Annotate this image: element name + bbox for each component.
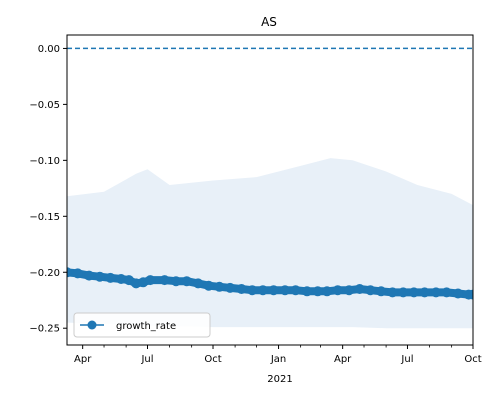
y-axis: 0.00 −0.05 −0.10 −0.15 −0.20 −0.25	[29, 44, 67, 335]
data-point-growth-rate	[116, 274, 127, 284]
data-point-growth-rate	[419, 287, 430, 298]
data-point-growth-rate	[145, 275, 156, 286]
y-tick-label: −0.20	[29, 268, 60, 279]
data-point-growth-rate	[105, 272, 116, 283]
data-point-growth-rate	[431, 287, 441, 298]
data-point-growth-rate	[257, 285, 268, 296]
data-point-growth-rate	[322, 286, 332, 297]
y-tick-label: 0.00	[38, 44, 60, 55]
legend-label-growth-rate: growth_rate	[116, 321, 176, 332]
data-point-growth-rate	[84, 270, 95, 281]
x-year-label: 2021	[267, 374, 292, 385]
data-point-growth-rate	[236, 284, 247, 294]
data-point-growth-rate	[376, 286, 387, 297]
data-point-growth-rate	[268, 285, 279, 296]
y-tick-label: −0.05	[29, 100, 60, 111]
x-tick-label: Jul	[140, 354, 153, 365]
data-point-growth-rate	[290, 285, 301, 296]
y-tick-label: −0.15	[29, 212, 60, 223]
data-point-growth-rate	[387, 287, 398, 298]
confidence-band	[67, 158, 473, 329]
x-tick-label: Apr	[74, 354, 92, 365]
legend: growth_rate	[73, 312, 211, 338]
data-point-growth-rate	[214, 281, 225, 292]
confidence-band-layer	[67, 158, 473, 329]
data-point-growth-rate	[67, 267, 72, 278]
x-tick-label: Oct	[464, 354, 481, 365]
x-axis: Apr Jul Oct Jan Apr Jul Oct	[74, 345, 482, 365]
data-point-growth-rate	[72, 268, 83, 279]
data-point-growth-rate	[312, 286, 323, 297]
x-tick-label: Jul	[400, 354, 413, 365]
data-point-growth-rate	[468, 289, 473, 300]
data-point-growth-rate	[453, 288, 463, 299]
data-point-growth-rate	[441, 287, 452, 298]
data-point-growth-rate	[193, 278, 204, 289]
y-tick-label: −0.25	[29, 324, 60, 335]
data-point-growth-rate	[354, 284, 365, 294]
series-layer	[67, 267, 473, 300]
x-tick-label: Oct	[204, 354, 221, 365]
x-tick-label: Jan	[270, 354, 286, 365]
data-point-growth-rate	[302, 286, 312, 297]
y-tick-label: −0.10	[29, 156, 60, 167]
data-point-growth-rate	[171, 276, 181, 287]
legend-box	[73, 312, 211, 338]
x-tick-label: Apr	[334, 354, 352, 365]
data-point-growth-rate	[181, 276, 192, 287]
plot-frame	[66, 34, 474, 346]
data-point-growth-rate	[365, 285, 376, 296]
data-point-growth-rate	[280, 285, 290, 296]
data-point-growth-rate	[203, 280, 214, 291]
data-point-growth-rate	[332, 285, 343, 296]
data-point-growth-rate	[398, 287, 409, 298]
data-point-growth-rate	[94, 271, 105, 282]
chart-title: AS	[261, 15, 277, 29]
data-point-growth-rate	[408, 287, 419, 298]
data-point-growth-rate	[247, 285, 258, 296]
data-point-growth-rate	[159, 275, 170, 286]
data-point-growth-rate	[344, 285, 355, 296]
data-point-growth-rate	[225, 282, 236, 293]
legend-marker	[87, 320, 97, 330]
